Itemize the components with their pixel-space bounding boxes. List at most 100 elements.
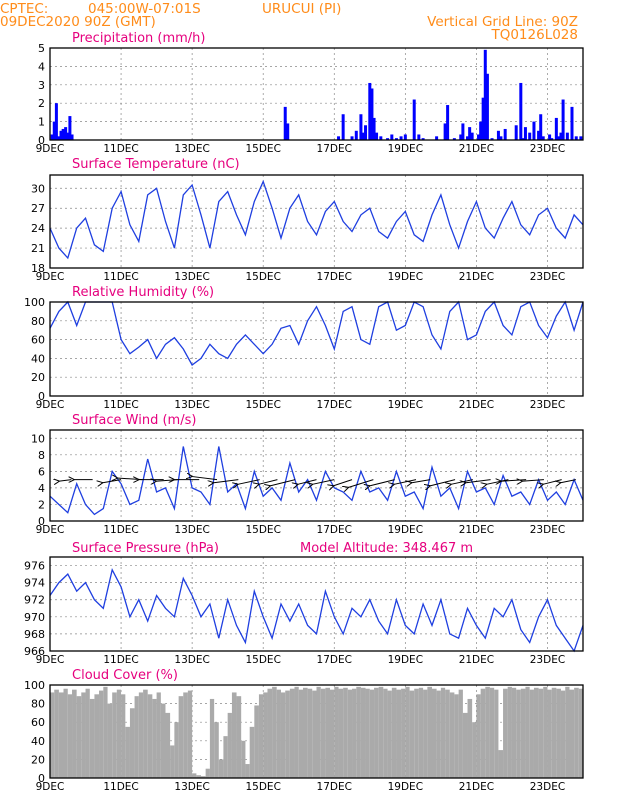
precip-bar (375, 132, 379, 140)
cloud-cover-bar (387, 690, 392, 778)
x-tick-label: 17DEC (317, 271, 352, 283)
precip-bar (461, 123, 465, 140)
precipitation-panel: Precipitation (mm/h) 0 1 2 3 4 5 9DEC 11DEC 13DE… (36, 31, 584, 155)
cloud-cover-bar (209, 698, 215, 778)
y-tick-label: 80 (31, 698, 45, 711)
cloud-cover-bar (183, 692, 188, 778)
x-tick-label: 17DEC (317, 781, 352, 793)
cloud-cover-bar (218, 759, 224, 778)
series-line (49, 179, 584, 260)
precip-bar (370, 88, 374, 140)
cloud-cover-bar (254, 705, 259, 778)
cloud-cover-bar (231, 692, 237, 778)
x-tick-label: 11DEC (103, 524, 138, 536)
x-tick-label: 9DEC (36, 781, 65, 793)
cloud-cover-bar (285, 690, 290, 778)
cloud-cover-bar (409, 690, 415, 778)
precip-bar (50, 134, 54, 140)
precip-bar (503, 128, 507, 140)
cloud-cover-bar (116, 689, 122, 778)
precip-bar (70, 134, 74, 140)
x-tick-label: 11DEC (103, 271, 138, 283)
precip-bar (350, 136, 354, 140)
humidity-panel: Relative Humidity (%) 0 20 40 60 80 100 9DEC 11… (24, 285, 584, 411)
header-init-time: 09DEC2020 90Z (GMT) (0, 14, 156, 30)
humidity-title: Relative Humidity (%) (72, 285, 214, 300)
precip-bar (548, 134, 552, 140)
precip-bar (550, 138, 554, 140)
x-tick-label: 13DEC (174, 271, 209, 283)
precip-bar (337, 136, 341, 140)
precip-bar (66, 132, 70, 140)
precip-bar (519, 82, 523, 140)
y-tick-label: 0 (38, 390, 45, 403)
y-tick-label: 3 (38, 79, 45, 92)
cloud-cover-bar (280, 692, 286, 778)
x-tick-label: 23DEC (530, 271, 565, 283)
precip-bar (483, 49, 487, 141)
cloud-cover-bar (547, 689, 552, 778)
y-tick-label: 6 (38, 465, 45, 478)
y-tick-label: 30 (31, 182, 45, 195)
cloud-cover-bar (551, 687, 557, 778)
cloud-cover-bar (94, 694, 100, 778)
y-tick-label: 970 (24, 611, 45, 624)
precip-bar (514, 125, 518, 140)
cloud-cover-bar (178, 696, 184, 778)
wind-arrow (560, 479, 576, 483)
precip-bar (359, 114, 363, 140)
cloud-cover-bar (360, 687, 366, 778)
cloud-cover-bar (112, 692, 117, 778)
cloud-cover-bar (343, 687, 348, 778)
precip-bar (443, 123, 447, 140)
precip-bar (361, 132, 365, 140)
cloud-cover-bar (316, 686, 321, 778)
precip-bar (283, 106, 287, 140)
model-altitude-label: Model Altitude: 348.467 m (300, 541, 473, 556)
cloud-cover-bar (276, 689, 281, 778)
y-tick-label: 0 (38, 134, 45, 147)
y-tick-label: 2 (38, 498, 45, 511)
cloud-cover-bar (125, 726, 130, 778)
precip-bar (481, 97, 485, 140)
cloud-cover-bar (378, 686, 384, 778)
cloud-cover-bar (431, 688, 437, 778)
cloud-cover-bar (533, 687, 539, 778)
panel-frame (49, 174, 584, 269)
x-tick-label: 21DEC (459, 524, 494, 536)
cloud-cover-bar (440, 687, 446, 778)
cloud-cover-title: Cloud Cover (%) (72, 668, 178, 683)
cloud-cover-bar (525, 686, 530, 778)
precip-bar (446, 105, 450, 140)
cloud-cover-bar (294, 686, 299, 778)
cloud-cover-bar (312, 690, 317, 778)
cloud-cover-bar (489, 687, 495, 778)
cloud-cover-bar (320, 688, 326, 778)
cloud-cover-bar (192, 773, 197, 778)
cloud-cover-bar (263, 692, 268, 778)
header-grid-note: Vertical Grid Line: 90Z (427, 14, 578, 30)
precip-bar (435, 136, 439, 140)
y-tick-label: 968 (24, 628, 45, 641)
cloud-cover-bar (81, 692, 86, 778)
wind-arrow (542, 479, 562, 485)
precip-bar (559, 132, 563, 140)
cloud-cover-bar (302, 687, 308, 778)
x-tick-label: 13DEC (174, 143, 209, 155)
cloud-cover-bar (347, 689, 353, 778)
x-tick-label: 11DEC (103, 654, 138, 666)
y-tick-label: 100 (24, 296, 45, 309)
cloud-cover-bar (99, 690, 104, 778)
cloud-cover-bar (89, 698, 95, 778)
cloud-cover-bar (58, 692, 64, 778)
y-tick-label: 972 (24, 594, 45, 607)
y-tick-label: 966 (24, 645, 45, 658)
x-tick-label: 15DEC (245, 654, 280, 666)
x-tick-label: 21DEC (459, 143, 494, 155)
y-tick-label: 20 (31, 371, 45, 384)
cloud-cover-bar (560, 690, 566, 778)
precip-bar (52, 121, 56, 140)
x-tick-label: 11DEC (103, 143, 138, 155)
precip-bar (412, 99, 416, 140)
